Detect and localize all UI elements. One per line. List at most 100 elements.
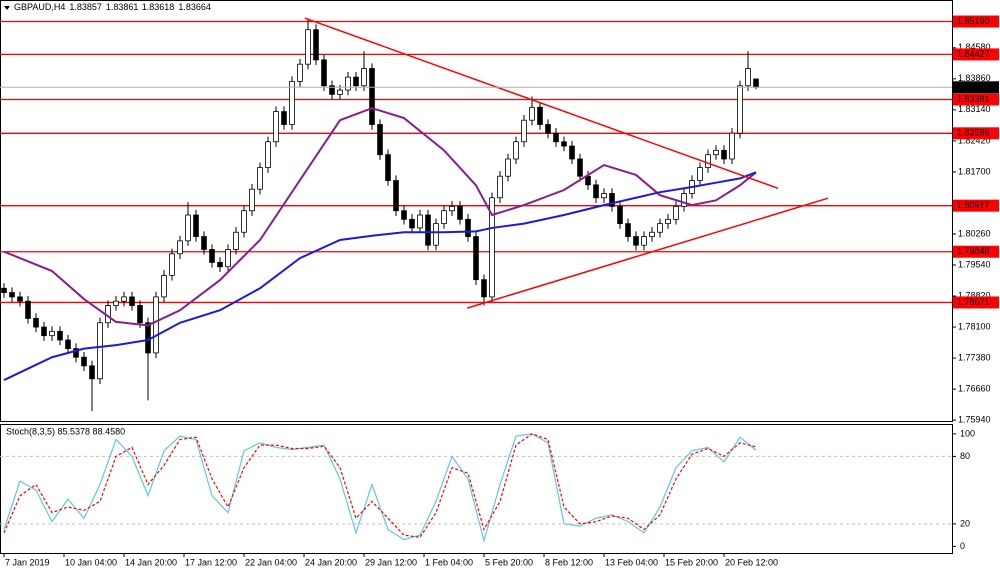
candle-body <box>633 236 639 246</box>
level-label: 1.78671 <box>957 297 990 307</box>
candle-body <box>625 223 631 237</box>
candle-body <box>241 210 247 233</box>
y-tick-label: 1.77380 <box>958 352 991 362</box>
stoch-line <box>3 433 757 539</box>
menu-arrow[interactable] <box>4 6 10 10</box>
candle-body <box>1 287 7 293</box>
current-price-label: 1.83664 <box>957 82 990 92</box>
y-tick-label: 1.78820 <box>958 290 991 300</box>
stoch-line <box>3 433 757 544</box>
candle-body <box>537 106 543 125</box>
candle-body <box>729 132 735 160</box>
y-tick-label: 1.82420 <box>958 135 991 145</box>
y-tick-label: 20 <box>960 518 970 528</box>
candle-body <box>313 29 319 61</box>
candle-body <box>65 339 71 350</box>
candle-body <box>457 205 463 220</box>
y-tick-label: 1.75940 <box>958 415 991 425</box>
candle-body <box>345 76 351 91</box>
candle-body <box>329 85 335 95</box>
level-label: 1.80917 <box>957 200 990 210</box>
candle-body <box>585 175 591 186</box>
candle-body <box>265 141 271 169</box>
y-tick-label: 1.78100 <box>958 321 991 331</box>
header-high: 1.83861 <box>106 2 139 12</box>
candle-body <box>249 188 255 212</box>
x-tick-label: 5 Feb 20:00 <box>485 557 533 567</box>
candle-body <box>681 193 687 207</box>
candle-body <box>321 59 327 87</box>
x-tick-label: 14 Jan 20:00 <box>125 557 177 567</box>
x-tick-label: 8 Feb 12:00 <box>545 557 593 567</box>
y-tick-label: 0 <box>960 541 965 551</box>
candle-body <box>553 132 559 143</box>
level-label-bg <box>953 245 999 258</box>
candle-body <box>57 330 63 341</box>
x-tick-label: 17 Jan 12:00 <box>185 557 237 567</box>
candle-body <box>201 236 207 250</box>
candle-body <box>609 193 615 207</box>
x-tick-label: 29 Jan 12:00 <box>365 557 417 567</box>
candle-body <box>577 158 583 177</box>
y-tick-label: 1.84580 <box>958 42 991 52</box>
candle-body <box>217 262 223 268</box>
level-label-bg <box>953 127 999 140</box>
symbol: GBPAUD,H4 <box>14 2 65 12</box>
candle-body <box>257 167 263 190</box>
candle-body <box>649 231 655 237</box>
y-tick-label: 1.80260 <box>958 228 991 238</box>
candle-body <box>193 214 199 237</box>
candle-body <box>161 274 167 298</box>
candle-body <box>337 89 343 95</box>
y-tick-label: 1.76660 <box>958 383 991 393</box>
candle-body <box>113 300 119 306</box>
trend-line <box>304 17 779 190</box>
candle-body <box>481 279 487 298</box>
stoch-title: Stoch(8,3,5) 85.5378 88.4580 <box>6 426 125 436</box>
candle-body <box>569 145 575 160</box>
candle-body <box>401 210 407 220</box>
level-label-bg <box>953 48 999 61</box>
candle-body <box>273 111 279 143</box>
candle-body <box>737 85 743 134</box>
header-open: 1.83857 <box>69 2 102 12</box>
x-tick-label: 1 Feb 04:00 <box>425 557 473 567</box>
candle-body <box>593 184 599 199</box>
candle-body <box>521 119 527 143</box>
candle-body <box>441 210 447 225</box>
candle-body <box>713 149 719 156</box>
level-label: 1.79848 <box>957 246 990 256</box>
candle-body <box>393 180 399 212</box>
candle-body <box>529 106 535 121</box>
y-tick-label: 80 <box>960 451 970 461</box>
x-tick-label: 7 Jan 2019 <box>5 557 50 567</box>
stoch-panel <box>0 424 953 554</box>
candle-body <box>369 68 375 125</box>
candle-body <box>233 231 239 250</box>
candle-body <box>745 68 751 87</box>
candle-body <box>89 365 95 380</box>
y-tick-label: 1.83860 <box>958 73 991 83</box>
x-tick-label: 15 Feb 20:00 <box>665 557 718 567</box>
candle-body <box>153 296 159 354</box>
header-low: 1.83618 <box>142 2 175 12</box>
candle-body <box>97 322 103 380</box>
candle-body <box>49 330 55 337</box>
candle-body <box>297 63 303 82</box>
candle-body <box>361 68 367 87</box>
level-label: 1.85190 <box>957 16 990 26</box>
moving-average <box>3 171 757 381</box>
candle-body <box>145 322 151 354</box>
candle-body <box>17 296 23 302</box>
candle-body <box>25 300 31 319</box>
candle-body <box>385 154 391 181</box>
candle-body <box>353 76 359 87</box>
x-tick-label: 13 Feb 04:00 <box>605 557 658 567</box>
candle-body <box>449 205 455 212</box>
candle-body <box>465 218 471 237</box>
candle-body <box>425 214 431 246</box>
candle-body <box>281 111 287 125</box>
level-label-bg <box>953 15 999 28</box>
candle-body <box>561 141 567 147</box>
